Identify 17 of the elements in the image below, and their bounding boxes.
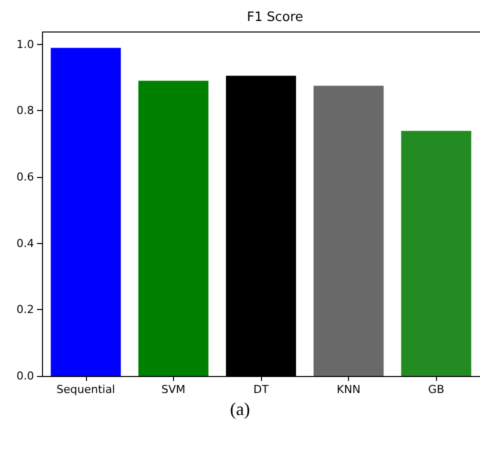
x-tick-label: SVM [161, 383, 186, 396]
chart-title: F1 Score [246, 10, 304, 25]
y-tick-label: 0.2 [16, 303, 34, 316]
y-tick-label: 0.4 [16, 236, 34, 250]
y-tick-label: 0.0 [16, 370, 34, 382]
x-tick-label: KNN [336, 383, 360, 396]
y-tick-label: 0.6 [16, 170, 34, 184]
text: (a) [230, 399, 250, 419]
bar [314, 86, 384, 376]
x-tick-label: GB [428, 383, 444, 396]
y-tick-label: 1.0 [16, 38, 34, 51]
bar [401, 130, 472, 376]
y-tick-label: 0.8 [16, 104, 34, 118]
x-tick-label: Sequential [56, 383, 116, 396]
x-tick-label: DT [253, 383, 269, 396]
bar [50, 48, 121, 376]
bar [138, 80, 208, 376]
